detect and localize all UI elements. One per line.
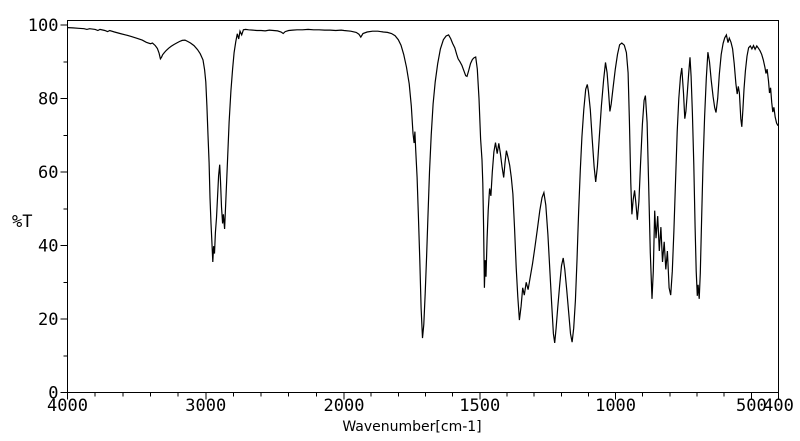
spectrum-trace (67, 27, 779, 343)
x-tick-label: 4000 (47, 396, 88, 416)
y-tick-label: 20 (38, 310, 58, 330)
x-axis-title: Wavenumber[cm-1] (342, 419, 481, 435)
x-tick-label: 1500 (459, 396, 500, 416)
y-axis-ticks (60, 24, 68, 393)
y-axis-title: %T (12, 212, 32, 232)
x-tick-label: 1000 (595, 396, 636, 416)
x-tick-label: 3000 (185, 396, 226, 416)
y-axis-tick-labels: 100 80 60 40 20 0 (28, 16, 59, 404)
y-tick-label: 100 (28, 16, 59, 36)
y-tick-label: 0 (48, 384, 58, 404)
x-tick-label: 400 (763, 396, 794, 416)
y-tick-label: 40 (38, 237, 58, 257)
spectrum-trace-line (67, 27, 779, 343)
x-tick-label: 2000 (324, 396, 365, 416)
y-tick-label: 60 (38, 163, 58, 183)
y-tick-label: 80 (38, 90, 58, 110)
x-axis-ticks (67, 392, 779, 400)
x-tick-label: 500 (736, 396, 767, 416)
